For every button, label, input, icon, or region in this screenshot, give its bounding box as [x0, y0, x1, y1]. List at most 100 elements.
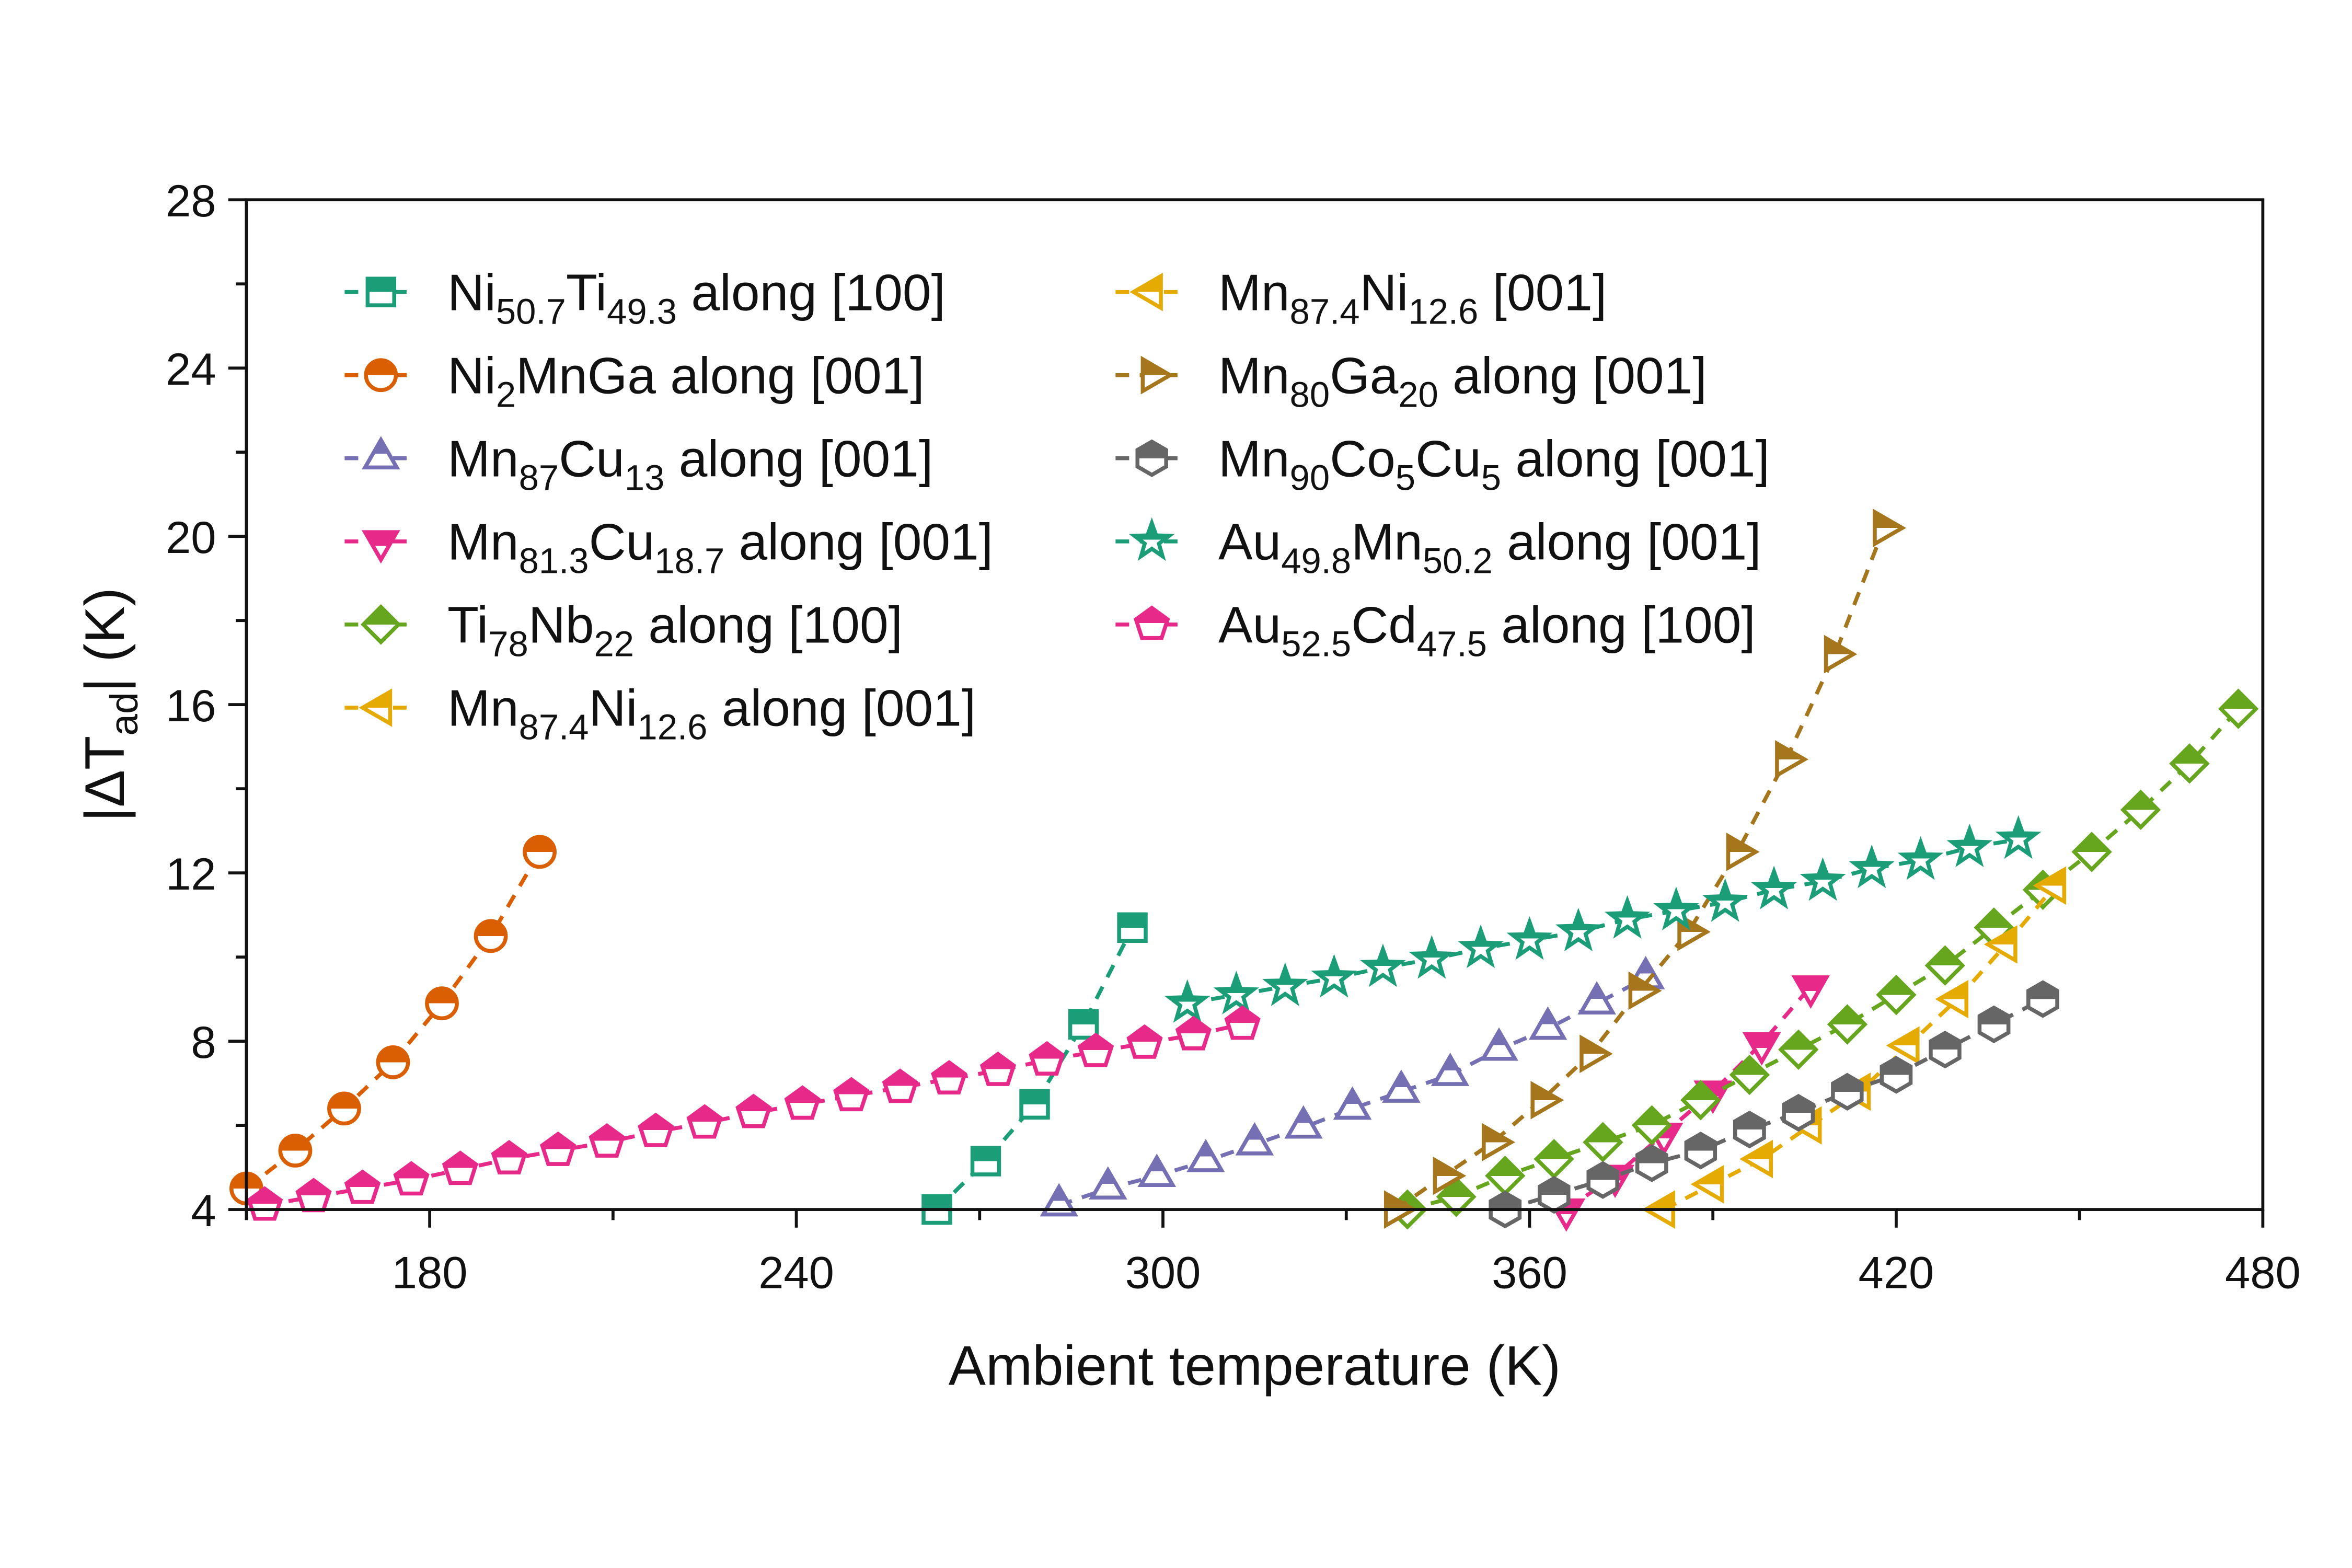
legend-label: Mn87​Cu13​ along [001]: [447, 430, 933, 498]
y-tick-label: 20: [166, 512, 216, 563]
label-text: [001]: [1478, 263, 1607, 321]
legend-entry: Mn80​Ga20​ along [001]: [1115, 347, 1707, 414]
data-point: [686, 1104, 723, 1139]
data-point: [784, 1085, 821, 1120]
legend-label: Au49.8​Mn50.2​ along [001]: [1218, 513, 1761, 581]
data-point: [1684, 1132, 1717, 1170]
label-text: Co: [1330, 430, 1396, 487]
series-line: [1406, 707, 2240, 1212]
series-0: [921, 912, 1148, 1225]
data-point: [491, 1140, 527, 1175]
legend-marker: [360, 604, 401, 645]
data-point: [523, 835, 557, 869]
data-point: [1019, 1089, 1050, 1120]
data-point: [1506, 916, 1553, 960]
legend-entry: Au49.8​Mn50.2​ along [001]: [1115, 513, 1761, 581]
x-axis-title: Ambient temperature (K): [949, 1334, 1561, 1397]
y-tick-label: 8: [191, 1017, 216, 1068]
data-point: [1827, 1004, 1868, 1045]
legend-label: Mn90​Co5​Cu5​ along [001]: [1218, 430, 1770, 498]
series-7: [1383, 509, 1907, 1229]
legend-label: Ni50.7​Ti49.3​ along [100]: [447, 263, 946, 331]
data-point: [1579, 1034, 1613, 1074]
label-text: along [100]: [677, 263, 946, 321]
data-point: [1977, 1005, 2011, 1043]
label-text: Cu: [1415, 430, 1481, 487]
label-text: Cu: [589, 513, 655, 571]
data-point: [393, 1161, 430, 1196]
data-point: [344, 1169, 381, 1204]
label-text: along [001]: [664, 430, 933, 487]
data-point: [1583, 1122, 1623, 1162]
data-point: [1077, 1032, 1114, 1067]
label-subscript: 50.7: [496, 291, 566, 331]
legend-marker: [1128, 517, 1175, 561]
data-point: [1534, 1138, 1574, 1180]
data-point: [1791, 975, 1830, 1009]
series-8: [1489, 980, 2059, 1229]
data-point: [1929, 1030, 1962, 1069]
axes: 180 240 300 360 420 480 4 8 12 16 20 24 28: [166, 176, 2301, 1298]
x-tick-label: 240: [758, 1247, 834, 1298]
legend-marker: [1135, 439, 1168, 477]
data-point: [539, 1131, 577, 1166]
data-point: [1775, 740, 1809, 779]
data-point: [425, 986, 459, 1021]
label-text: Ni: [1360, 263, 1409, 321]
label-subscript: 80: [1290, 374, 1330, 414]
y-tick-label: 24: [166, 344, 216, 395]
data-point: [1824, 635, 1858, 674]
data-point: [2169, 743, 2210, 784]
data-point: [2033, 866, 2067, 905]
y-tick-label: 12: [166, 849, 216, 900]
x-tick-label: 360: [1492, 1247, 1567, 1298]
data-point: [1702, 878, 1748, 922]
label-subscript: 78: [488, 624, 528, 664]
label-text: Mn: [447, 679, 519, 737]
data-point: [442, 1150, 479, 1185]
series-9: [1164, 815, 2042, 1023]
data-point: [1530, 1081, 1564, 1120]
label-text: Au: [1218, 596, 1281, 654]
series-10: [246, 1005, 1261, 1221]
legend-entry: Mn81.3​Cu18.7​ along [001]: [344, 513, 993, 581]
legend-entry: Au52.5​Cd47.5​ along [100]: [1115, 596, 1756, 664]
label-subscript: 87: [519, 458, 559, 498]
label-text: Cu: [559, 430, 625, 487]
label-subscript: 5: [1396, 458, 1415, 498]
data-point: [1262, 962, 1308, 1006]
data-point: [1733, 1110, 1766, 1149]
data-point: [882, 1068, 918, 1103]
y-axis-title: |ΔTad​| (K): [73, 587, 146, 822]
data-point: [979, 1051, 1017, 1086]
legend-entry: Mn87.4​Ni12.6​ along [001]: [344, 679, 976, 747]
data-point: [1690, 1165, 1724, 1204]
legend-marker: [364, 358, 398, 393]
legend-marker: [1129, 272, 1163, 312]
legend-label: Ni2​MnGa along [001]: [447, 347, 925, 414]
data-point: [970, 1146, 1001, 1177]
label-text: Ni: [447, 347, 496, 404]
data-point: [2120, 789, 2161, 831]
data-point: [2026, 980, 2059, 1018]
data-point: [474, 919, 508, 953]
legend-label: Au52.5​Cd47.5​ along [100]: [1218, 596, 1756, 664]
data-point: [1897, 836, 1944, 880]
x-tick-label: 480: [2225, 1247, 2301, 1298]
data-point: [1653, 886, 1699, 931]
data-point: [1886, 1026, 1920, 1065]
label-text: Mn: [1218, 430, 1290, 487]
label-text: Ni: [589, 679, 638, 737]
data-point: [246, 1186, 283, 1221]
label-text: Ti: [566, 263, 607, 321]
data-point: [1555, 907, 1602, 952]
data-point: [327, 1091, 361, 1126]
data-point: [1480, 1027, 1518, 1061]
data-point: [1586, 1161, 1619, 1199]
data-point: [735, 1093, 772, 1128]
legend-label: Mn81.3​Cu18.7​ along [001]: [447, 513, 993, 581]
label-text: along [100]: [1487, 596, 1756, 654]
data-point: [1538, 1175, 1571, 1214]
data-point: [1946, 823, 1993, 868]
